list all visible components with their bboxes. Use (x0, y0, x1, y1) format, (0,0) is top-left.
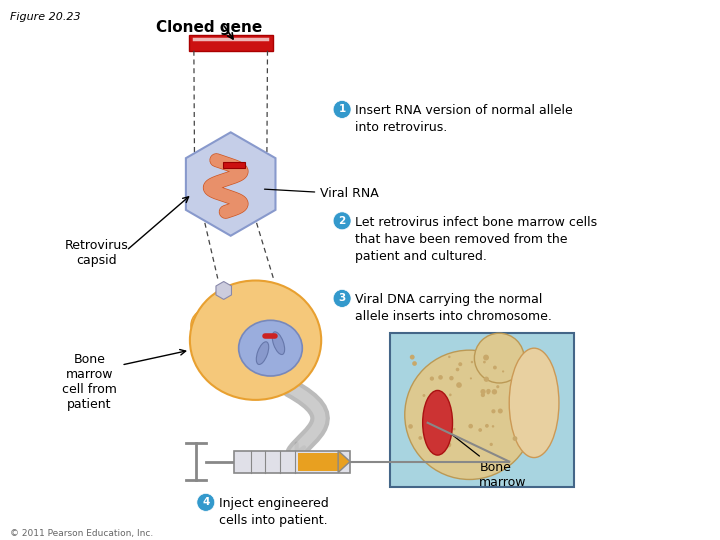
Text: Retrovirus
capsid: Retrovirus capsid (65, 239, 128, 267)
Text: Inject engineered
cells into patient.: Inject engineered cells into patient. (219, 497, 328, 528)
Circle shape (456, 382, 462, 388)
Circle shape (456, 368, 459, 372)
Circle shape (408, 424, 413, 429)
Circle shape (487, 392, 490, 394)
Text: Bone
marrow: Bone marrow (451, 434, 527, 489)
Ellipse shape (238, 320, 302, 376)
Ellipse shape (474, 333, 524, 383)
Circle shape (480, 389, 486, 394)
Circle shape (418, 436, 422, 440)
Ellipse shape (423, 390, 452, 455)
Polygon shape (338, 450, 350, 472)
Circle shape (484, 376, 489, 382)
Polygon shape (186, 132, 276, 236)
Ellipse shape (405, 350, 534, 480)
Circle shape (513, 436, 518, 441)
Circle shape (486, 389, 491, 393)
Text: 2: 2 (338, 216, 346, 226)
Circle shape (412, 361, 417, 366)
Circle shape (433, 402, 436, 404)
Circle shape (410, 355, 415, 360)
Text: © 2011 Pearson Education, Inc.: © 2011 Pearson Education, Inc. (10, 529, 153, 538)
Circle shape (425, 416, 428, 419)
Circle shape (470, 377, 472, 380)
Circle shape (333, 100, 351, 118)
Circle shape (498, 408, 503, 414)
Text: Let retrovirus infect bone marrow cells
that have been removed from the
patient : Let retrovirus infect bone marrow cells … (355, 216, 597, 263)
Text: 4: 4 (202, 497, 210, 508)
Circle shape (502, 370, 504, 373)
Polygon shape (216, 281, 231, 299)
FancyBboxPatch shape (298, 453, 340, 470)
Circle shape (471, 361, 473, 363)
FancyBboxPatch shape (234, 450, 350, 472)
FancyBboxPatch shape (189, 35, 274, 51)
Ellipse shape (509, 348, 559, 457)
Circle shape (493, 366, 497, 369)
Ellipse shape (191, 308, 230, 343)
Circle shape (449, 376, 454, 380)
Circle shape (426, 431, 431, 436)
Circle shape (436, 442, 441, 447)
Circle shape (446, 442, 451, 448)
Circle shape (483, 355, 489, 361)
Circle shape (491, 409, 495, 414)
Circle shape (197, 494, 215, 511)
Circle shape (469, 424, 473, 428)
Text: Viral DNA carrying the normal
allele inserts into chromosome.: Viral DNA carrying the normal allele ins… (355, 293, 552, 323)
Circle shape (448, 356, 451, 358)
Text: Figure 20.23: Figure 20.23 (10, 12, 81, 22)
Circle shape (492, 425, 494, 428)
Text: 3: 3 (338, 293, 346, 303)
Circle shape (449, 394, 451, 396)
FancyBboxPatch shape (390, 333, 574, 488)
Circle shape (333, 289, 351, 307)
Text: Bone
marrow
cell from
patient: Bone marrow cell from patient (62, 353, 117, 411)
Text: Viral RNA: Viral RNA (264, 187, 379, 200)
Circle shape (496, 385, 500, 388)
Circle shape (423, 394, 426, 397)
Ellipse shape (190, 280, 321, 400)
Circle shape (492, 389, 497, 395)
Text: Insert RNA version of normal allele
into retrovirus.: Insert RNA version of normal allele into… (355, 104, 573, 134)
Circle shape (478, 428, 482, 432)
Circle shape (490, 443, 493, 446)
Ellipse shape (268, 300, 303, 330)
Ellipse shape (256, 342, 269, 364)
Circle shape (459, 362, 462, 366)
FancyBboxPatch shape (222, 162, 245, 168)
Text: 1: 1 (338, 104, 346, 114)
Circle shape (438, 375, 443, 380)
Circle shape (333, 212, 351, 230)
Circle shape (485, 424, 489, 428)
Circle shape (453, 428, 456, 430)
Circle shape (481, 393, 485, 397)
Ellipse shape (272, 332, 284, 355)
Circle shape (483, 361, 486, 363)
Text: Cloned gene: Cloned gene (156, 20, 262, 35)
Circle shape (430, 376, 434, 381)
